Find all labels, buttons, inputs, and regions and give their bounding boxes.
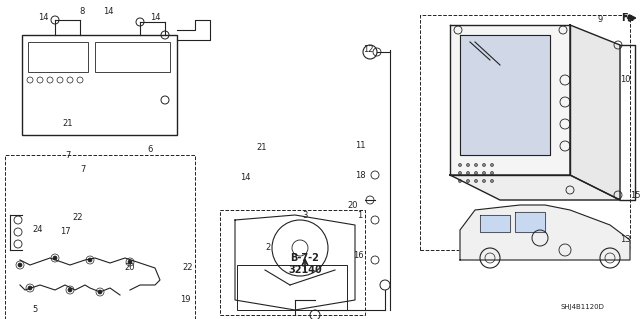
Circle shape [28, 286, 32, 290]
Text: 21: 21 [257, 144, 268, 152]
Polygon shape [450, 175, 620, 200]
Circle shape [458, 172, 461, 174]
Circle shape [53, 256, 57, 260]
Bar [220, 210, 365, 315]
Text: 14: 14 [240, 174, 250, 182]
Text: 3: 3 [302, 211, 308, 219]
Text: 22: 22 [73, 213, 83, 222]
Text: 11: 11 [355, 140, 365, 150]
Circle shape [18, 263, 22, 267]
Polygon shape [460, 35, 550, 155]
Circle shape [467, 180, 470, 182]
Text: 7: 7 [80, 166, 86, 174]
Text: 14: 14 [150, 12, 160, 21]
Polygon shape [450, 25, 570, 175]
Circle shape [458, 180, 461, 182]
Text: 16: 16 [353, 250, 364, 259]
Text: 7: 7 [65, 151, 70, 160]
Text: 21: 21 [63, 118, 73, 128]
Polygon shape [570, 25, 620, 200]
Text: 15: 15 [630, 190, 640, 199]
Text: 22: 22 [183, 263, 193, 272]
Circle shape [474, 164, 477, 167]
Circle shape [483, 172, 486, 174]
Circle shape [458, 164, 461, 167]
Text: 20: 20 [125, 263, 135, 272]
Bar [420, 15, 630, 250]
Text: 9: 9 [597, 16, 603, 25]
Text: 14: 14 [38, 12, 48, 21]
Text: 19: 19 [180, 295, 190, 305]
Circle shape [490, 164, 493, 167]
Text: SHJ4B1120D: SHJ4B1120D [560, 304, 604, 310]
Text: 6: 6 [147, 145, 153, 154]
Circle shape [68, 288, 72, 292]
Circle shape [474, 180, 477, 182]
Bar [22, 35, 177, 135]
Text: 17: 17 [60, 227, 70, 236]
Bar [28, 42, 88, 72]
Text: 32140: 32140 [288, 265, 322, 275]
Text: 1: 1 [357, 211, 363, 219]
Circle shape [467, 164, 470, 167]
Polygon shape [515, 212, 545, 232]
Text: 20: 20 [348, 201, 358, 210]
Text: 18: 18 [355, 170, 365, 180]
Circle shape [474, 172, 477, 174]
Text: B-7-2: B-7-2 [291, 253, 319, 263]
Text: Fr.: Fr. [621, 13, 635, 23]
Bar [95, 42, 170, 72]
Circle shape [490, 180, 493, 182]
Circle shape [98, 290, 102, 294]
Bar [237, 265, 347, 310]
Circle shape [128, 260, 132, 264]
Circle shape [490, 172, 493, 174]
Bar [5, 155, 195, 319]
Circle shape [483, 164, 486, 167]
Text: 5: 5 [33, 306, 38, 315]
Circle shape [483, 180, 486, 182]
Circle shape [467, 172, 470, 174]
Polygon shape [480, 215, 510, 232]
Text: 2: 2 [266, 243, 271, 253]
Polygon shape [460, 205, 630, 260]
Text: 8: 8 [79, 8, 84, 17]
Circle shape [88, 258, 92, 262]
Text: 24: 24 [33, 226, 44, 234]
Text: 14: 14 [103, 8, 113, 17]
Text: 10: 10 [620, 76, 630, 85]
Text: 13: 13 [620, 235, 630, 244]
Text: 12: 12 [363, 46, 373, 55]
